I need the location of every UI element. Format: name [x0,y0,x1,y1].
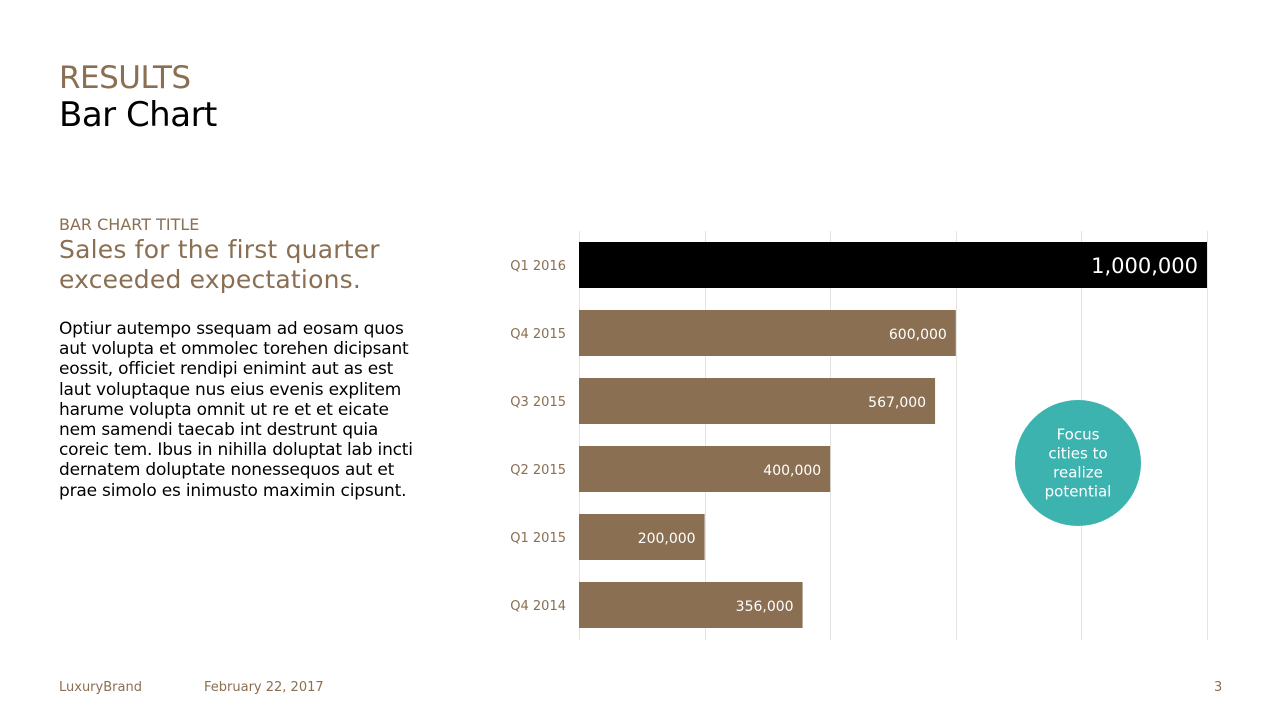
value-label: 600,000 [889,327,947,343]
bar [579,446,831,492]
value-label: 200,000 [638,531,696,547]
callout-text: Focus [1057,426,1100,444]
bar [579,242,1207,288]
description-panel: BAR CHART TITLE Sales for the first quar… [59,215,429,501]
callout-text: realize [1053,464,1103,482]
callout-text: cities to [1048,445,1107,463]
chart-title-label: BAR CHART TITLE [59,215,200,234]
bar [579,310,956,356]
value-label: 567,000 [868,395,926,411]
slide-title: Bar Chart [59,95,217,135]
callout-text: potential [1045,483,1112,501]
category-label: Q1 2016 [510,259,566,274]
category-label: Q4 2014 [510,599,566,614]
callout-circle [1015,400,1141,526]
bar [579,514,705,560]
bar [579,378,936,424]
bar [579,582,803,628]
category-label: Q4 2015 [510,327,566,342]
category-label: Q1 2015 [510,531,566,546]
chart-subtitle: Sales for the first quarter exceeded exp… [59,235,380,294]
category-label: Q2 2015 [510,463,566,478]
slide-header: RESULTS Bar Chart [59,60,217,134]
footer-brand: LuxuryBrand [59,680,142,695]
body-paragraph: Optiur autempo ssequam ad eosam quos aut… [59,319,413,501]
value-label: 400,000 [763,463,821,479]
page-number: 3 [1214,680,1223,695]
value-label: 1,000,000 [1091,254,1198,278]
section-title: RESULTS [59,60,191,96]
value-label: 356,000 [736,599,794,615]
footer-date: February 22, 2017 [204,680,324,695]
category-label: Q3 2015 [510,395,566,410]
